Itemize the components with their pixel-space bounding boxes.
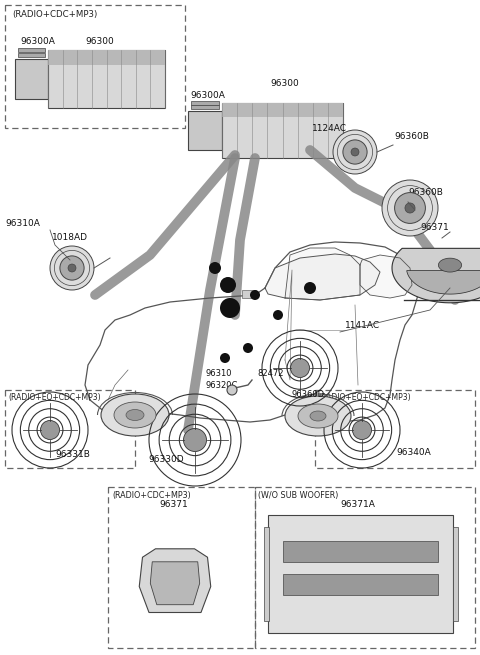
Text: 96371: 96371 [160, 500, 188, 509]
Circle shape [395, 193, 425, 223]
Text: 1018AD: 1018AD [52, 233, 88, 242]
Polygon shape [285, 248, 360, 300]
Circle shape [50, 246, 94, 290]
Bar [15, 59, 48, 100]
Text: 96331B: 96331B [55, 450, 90, 459]
Bar [108, 487, 255, 648]
Circle shape [227, 385, 237, 395]
Text: 96310A: 96310A [5, 219, 40, 228]
Text: 96340A: 96340A [396, 448, 431, 457]
Ellipse shape [114, 402, 156, 428]
Text: 96310: 96310 [205, 369, 231, 378]
Circle shape [273, 310, 283, 320]
Bar [283, 574, 438, 595]
Polygon shape [265, 254, 380, 300]
Text: 96360D: 96360D [292, 390, 325, 399]
Circle shape [220, 298, 240, 318]
Circle shape [358, 426, 367, 434]
Bar [255, 487, 475, 648]
Polygon shape [360, 255, 412, 298]
Circle shape [220, 277, 236, 293]
Circle shape [405, 203, 415, 213]
Text: (RADIO+CDC+MP3): (RADIO+CDC+MP3) [12, 10, 97, 19]
Circle shape [304, 282, 316, 294]
Text: 96360B: 96360B [394, 132, 429, 141]
Bar [18, 48, 45, 52]
Ellipse shape [285, 396, 351, 436]
Text: 96300: 96300 [270, 79, 299, 88]
Text: 96360B: 96360B [408, 188, 443, 197]
Circle shape [352, 421, 372, 440]
Circle shape [243, 343, 253, 353]
Circle shape [60, 256, 84, 280]
Text: 82472: 82472 [257, 369, 284, 378]
Bar [264, 527, 269, 621]
Polygon shape [407, 271, 480, 294]
Circle shape [343, 140, 367, 164]
Text: 96371A: 96371A [341, 500, 375, 509]
Text: 1141AC: 1141AC [345, 321, 380, 330]
Circle shape [351, 148, 359, 156]
Text: (RADIO+EQ+CDC+MP3): (RADIO+EQ+CDC+MP3) [8, 393, 101, 402]
Text: (RADIO+EQ+CDC+MP3): (RADIO+EQ+CDC+MP3) [318, 393, 410, 402]
Text: 96320C: 96320C [205, 381, 238, 390]
Circle shape [220, 353, 230, 363]
Bar [222, 103, 343, 117]
Text: (W/O SUB WOOFER): (W/O SUB WOOFER) [258, 491, 338, 500]
Bar [222, 103, 343, 158]
Text: 1124AC: 1124AC [312, 124, 347, 133]
Ellipse shape [298, 404, 338, 428]
Ellipse shape [438, 258, 462, 272]
Circle shape [250, 290, 260, 300]
Bar [5, 390, 135, 468]
Circle shape [46, 426, 55, 434]
Bar [192, 101, 219, 105]
Circle shape [209, 262, 221, 274]
Circle shape [40, 421, 60, 440]
Ellipse shape [126, 409, 144, 421]
Ellipse shape [310, 411, 326, 421]
Bar [242, 290, 256, 298]
Bar [453, 527, 458, 621]
Circle shape [333, 130, 377, 174]
Circle shape [68, 264, 76, 272]
Bar [5, 5, 185, 128]
Bar [48, 50, 165, 108]
Text: 96300: 96300 [85, 37, 114, 46]
Polygon shape [150, 562, 200, 605]
Circle shape [190, 434, 201, 445]
Text: 96371: 96371 [420, 223, 449, 232]
Bar [188, 111, 222, 150]
Circle shape [295, 364, 304, 373]
Text: 96330D: 96330D [148, 455, 184, 464]
Polygon shape [139, 549, 211, 612]
Text: 96300A: 96300A [190, 91, 225, 100]
Bar [283, 541, 438, 562]
Ellipse shape [101, 394, 169, 436]
Text: (RADIO+CDC+MP3): (RADIO+CDC+MP3) [112, 491, 191, 500]
Bar [192, 105, 219, 109]
Text: 96300A: 96300A [20, 37, 55, 46]
Circle shape [382, 180, 438, 236]
Circle shape [183, 428, 206, 451]
Bar [315, 390, 475, 468]
Bar [48, 50, 165, 64]
Bar [268, 515, 453, 633]
Polygon shape [392, 248, 480, 303]
Bar [18, 52, 45, 56]
Circle shape [290, 358, 310, 377]
